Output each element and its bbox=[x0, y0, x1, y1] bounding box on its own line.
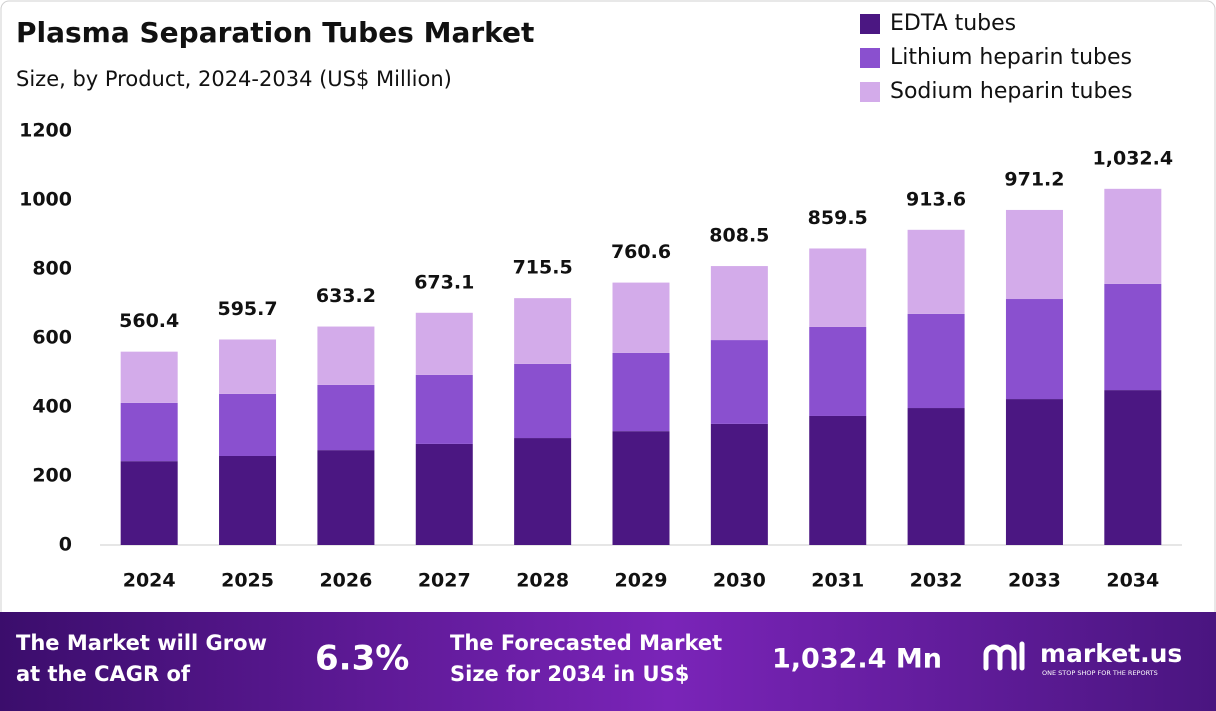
x-tick-label: 2025 bbox=[221, 570, 274, 592]
bar-segment bbox=[809, 415, 867, 545]
bar-segment bbox=[612, 352, 670, 432]
y-tick-label: 0 bbox=[59, 534, 72, 556]
bar-segment bbox=[415, 374, 473, 444]
bar-segment bbox=[1104, 188, 1162, 284]
bar-segment bbox=[710, 340, 768, 424]
bar-segment bbox=[907, 229, 965, 314]
total-label: 1,032.4 bbox=[1093, 147, 1174, 169]
cagr-value: 6.3% bbox=[315, 639, 409, 679]
tagline: ONE STOP SHOP FOR THE REPORTS bbox=[1042, 669, 1158, 677]
y-tick-label: 1000 bbox=[19, 189, 72, 211]
x-tick-label: 2032 bbox=[910, 570, 963, 592]
total-label: 760.6 bbox=[611, 241, 671, 263]
bar-segment bbox=[219, 393, 277, 456]
legend-swatch bbox=[860, 14, 880, 34]
bar-segment bbox=[1005, 209, 1063, 300]
bar-segment bbox=[1104, 283, 1162, 391]
x-tick-label: 2028 bbox=[516, 570, 569, 592]
total-label: 971.2 bbox=[1004, 168, 1064, 190]
legend-swatch bbox=[860, 48, 880, 68]
total-label: 595.7 bbox=[217, 298, 277, 320]
y-tick-label: 600 bbox=[32, 327, 72, 349]
bar-segment bbox=[415, 443, 473, 545]
bar-segment bbox=[317, 384, 375, 451]
total-label: 715.5 bbox=[513, 257, 573, 279]
chart-title: Plasma Separation Tubes Market bbox=[16, 16, 534, 49]
y-tick-label: 200 bbox=[32, 465, 72, 487]
total-label: 673.1 bbox=[414, 271, 474, 293]
bar-segment bbox=[514, 298, 572, 364]
bar-segment bbox=[612, 431, 670, 545]
bar-segment bbox=[514, 363, 572, 439]
bar-segment bbox=[1104, 390, 1162, 545]
cagr-text: at the CAGR of bbox=[16, 662, 191, 686]
legend-label: Sodium heparin tubes bbox=[890, 79, 1132, 104]
brand: market.us bbox=[1040, 639, 1182, 668]
bar-segment bbox=[710, 423, 768, 545]
y-tick-label: 1200 bbox=[19, 120, 72, 142]
cagr-text: The Market will Grow bbox=[16, 631, 267, 655]
bar-segment bbox=[710, 266, 768, 341]
bar-segment bbox=[612, 282, 670, 353]
x-tick-label: 2026 bbox=[319, 570, 372, 592]
bar-segment bbox=[514, 438, 572, 545]
bar-segment bbox=[907, 313, 965, 409]
total-label: 859.5 bbox=[808, 207, 868, 229]
plot-area: 0 200 400 600 800 1000 1200 560.4 2024 595.7 2025 6… bbox=[19, 120, 1182, 592]
total-label: 913.6 bbox=[906, 188, 966, 210]
x-tick-label: 2024 bbox=[123, 570, 176, 592]
bar-segment bbox=[317, 450, 375, 545]
legend: EDTA tubes Lithium heparin tubes Sodium he… bbox=[860, 11, 1132, 104]
x-tick-label: 2029 bbox=[615, 570, 668, 592]
y-tick-label: 800 bbox=[32, 258, 72, 280]
forecast-text: The Forecasted Market bbox=[450, 631, 722, 655]
forecast-value: 1,032.4 Mn bbox=[772, 644, 942, 675]
bar-segment bbox=[120, 402, 178, 462]
bar-segment bbox=[219, 339, 277, 394]
bar-segment bbox=[907, 408, 965, 545]
bar-segment bbox=[120, 461, 178, 545]
bar-segment bbox=[415, 312, 473, 375]
bar-segment bbox=[809, 248, 867, 327]
x-tick-label: 2027 bbox=[418, 570, 471, 592]
legend-swatch bbox=[860, 82, 880, 102]
forecast-text: Size for 2034 in US$ bbox=[450, 662, 689, 686]
x-tick-label: 2031 bbox=[811, 570, 864, 592]
bar-segment bbox=[809, 326, 867, 416]
total-label: 808.5 bbox=[709, 225, 769, 247]
bar-segment bbox=[1005, 399, 1063, 545]
total-label: 560.4 bbox=[119, 310, 179, 332]
chart-subtitle: Size, by Product, 2024-2034 (US$ Million… bbox=[16, 67, 452, 91]
x-tick-label: 2033 bbox=[1008, 570, 1061, 592]
bar-segment bbox=[120, 351, 178, 403]
bar-segment bbox=[1005, 299, 1063, 400]
bar-segment bbox=[317, 326, 375, 385]
total-label: 633.2 bbox=[316, 285, 376, 307]
legend-label: Lithium heparin tubes bbox=[890, 45, 1132, 70]
x-tick-label: 2030 bbox=[713, 570, 766, 592]
bar-segment bbox=[219, 455, 277, 545]
brand-logo bbox=[983, 641, 1025, 671]
y-tick-label: 400 bbox=[32, 396, 72, 418]
legend-label: EDTA tubes bbox=[890, 11, 1016, 36]
x-tick-label: 2034 bbox=[1106, 570, 1159, 592]
